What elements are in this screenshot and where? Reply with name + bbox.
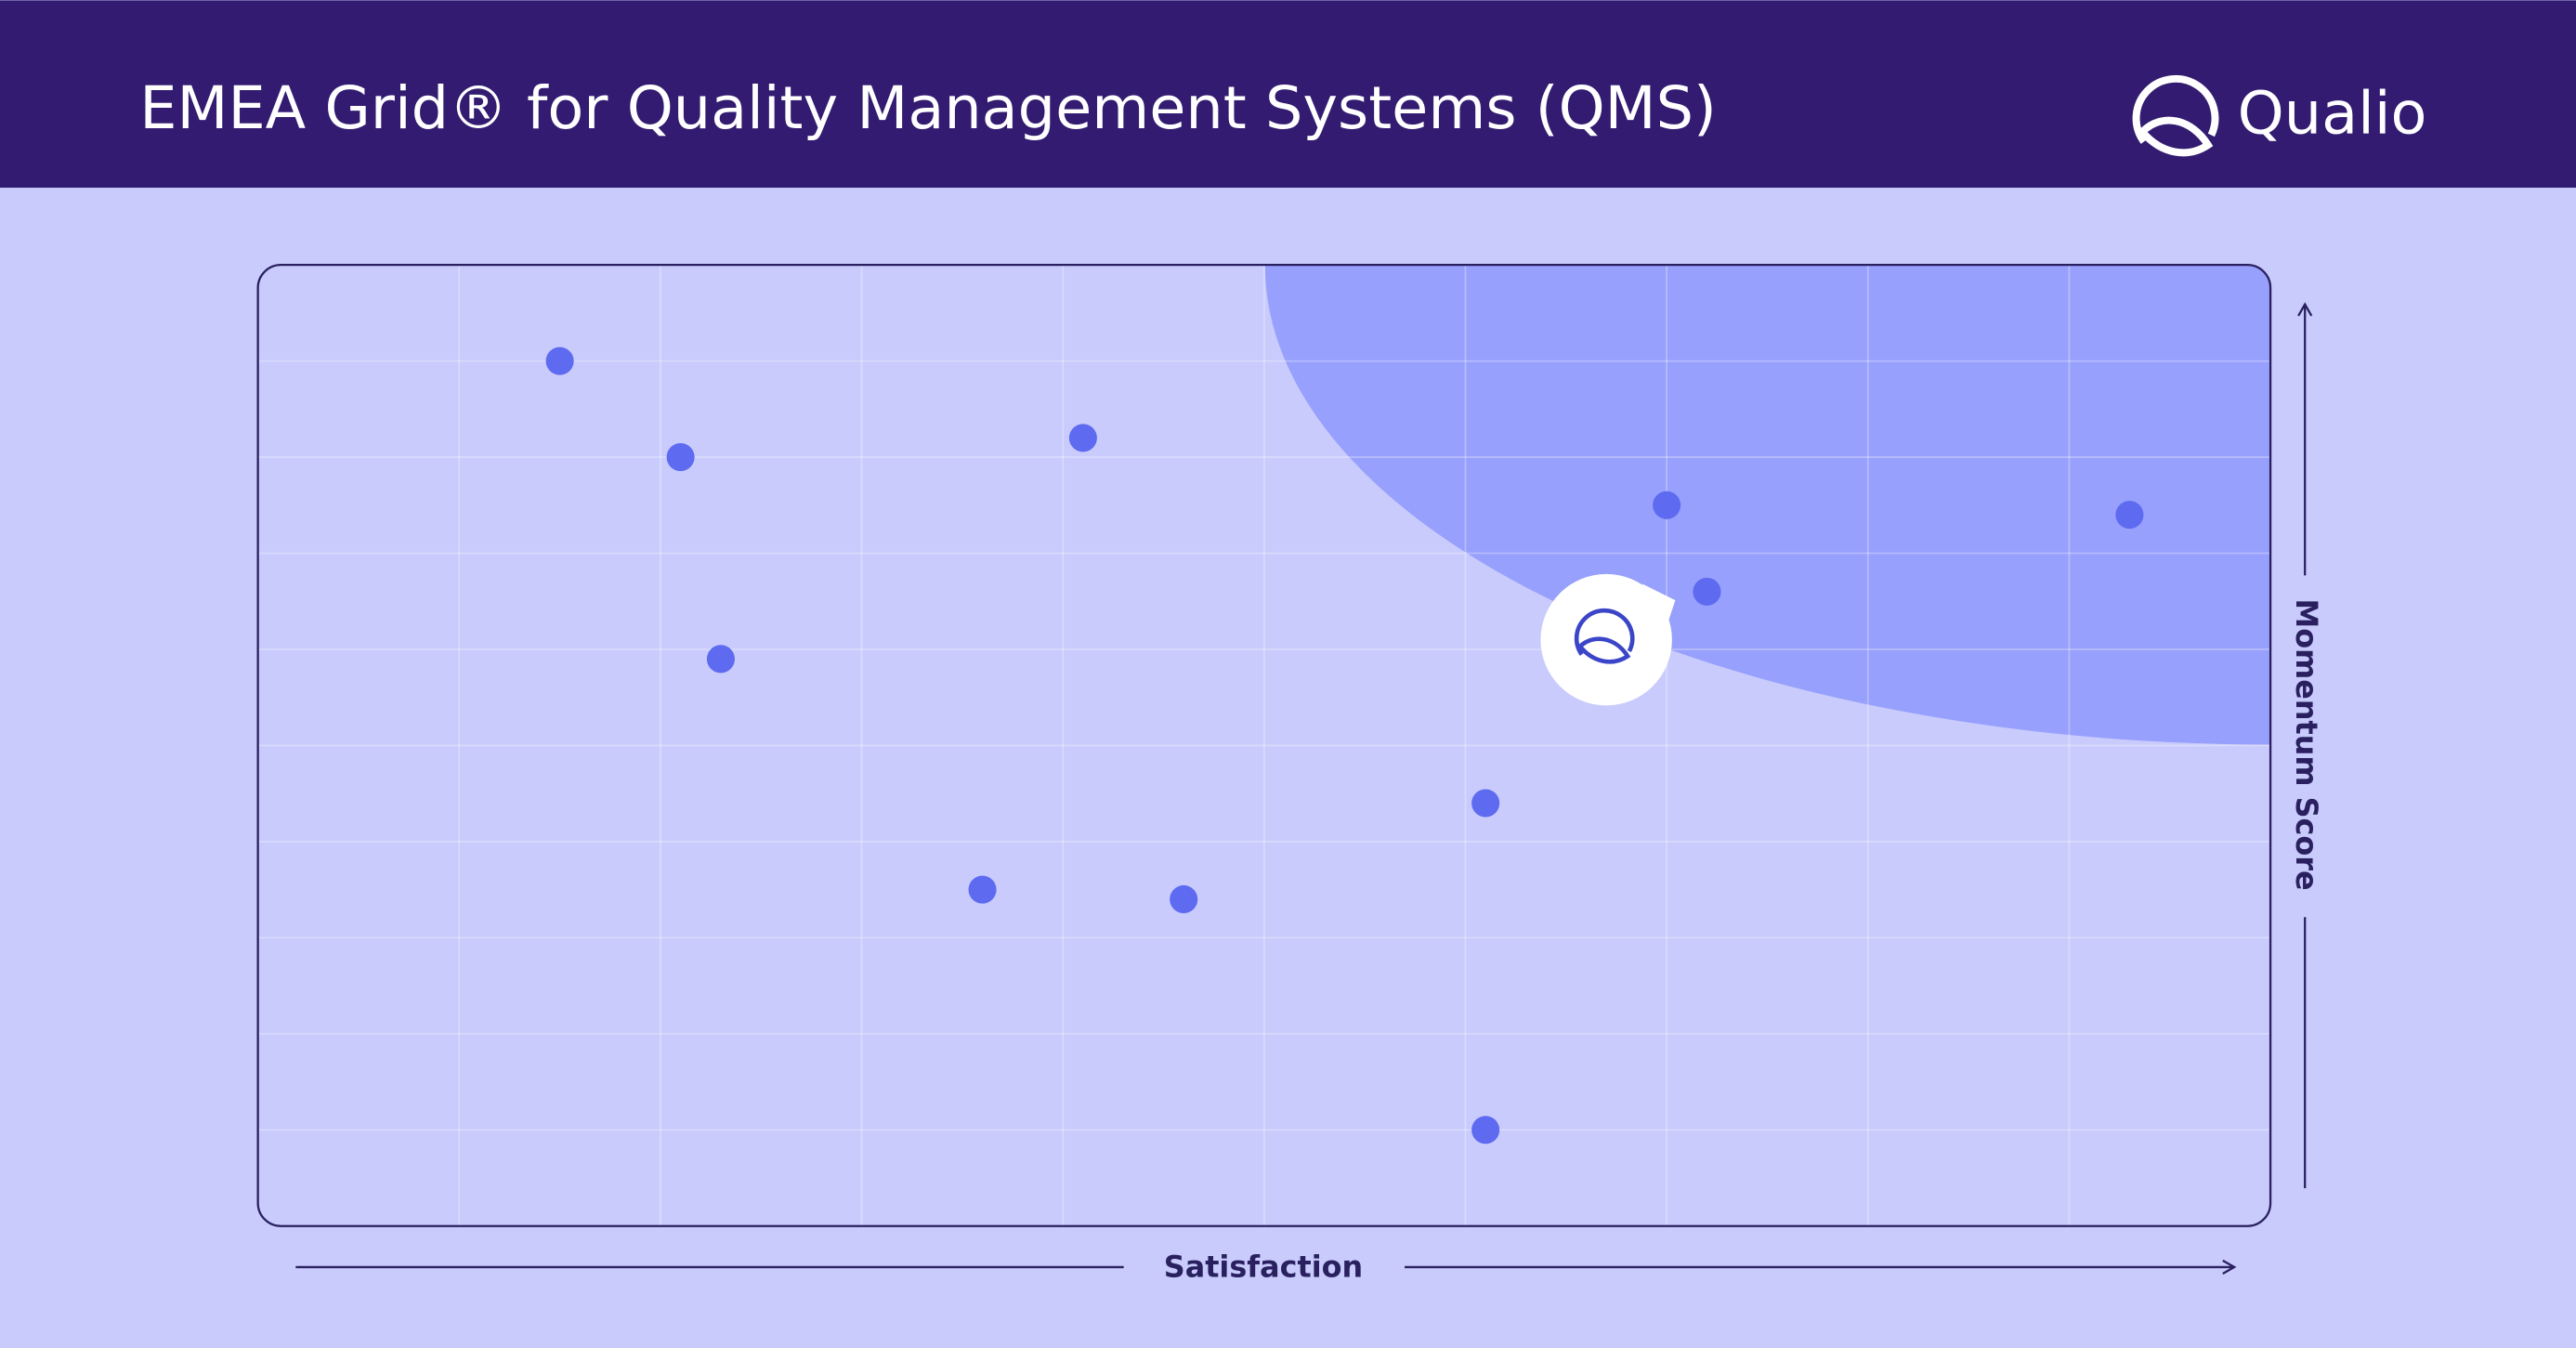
data-point xyxy=(545,347,574,375)
marker-logo-ring xyxy=(1574,608,1635,656)
x-axis-label: Satisfaction xyxy=(1164,1250,1363,1285)
brand-logo xyxy=(2132,74,2219,157)
brand-name: Qualio xyxy=(2238,80,2427,149)
data-point xyxy=(1471,789,1500,818)
data-point xyxy=(1170,884,1198,913)
chart-title: EMEA Grid® for Quality Management System… xyxy=(139,74,1717,143)
y-arrowhead xyxy=(2297,302,2313,317)
data-point xyxy=(1693,577,1721,606)
leader-region xyxy=(1264,265,2271,745)
marker-logo-wave xyxy=(1578,636,1631,664)
plot-content xyxy=(257,265,2271,1226)
data-point xyxy=(666,443,695,472)
data-point xyxy=(2115,501,2144,530)
data-point xyxy=(1068,424,1097,452)
highlight-marker xyxy=(1540,573,1676,706)
data-point xyxy=(968,875,997,904)
data-point xyxy=(706,645,735,674)
x-arrowhead xyxy=(2222,1259,2237,1275)
plot-area xyxy=(256,263,2272,1227)
data-point xyxy=(1653,491,1681,519)
plot-border xyxy=(256,263,2272,1227)
data-point xyxy=(1471,1116,1500,1145)
y-axis-label: Momentum Score xyxy=(2289,599,2324,891)
